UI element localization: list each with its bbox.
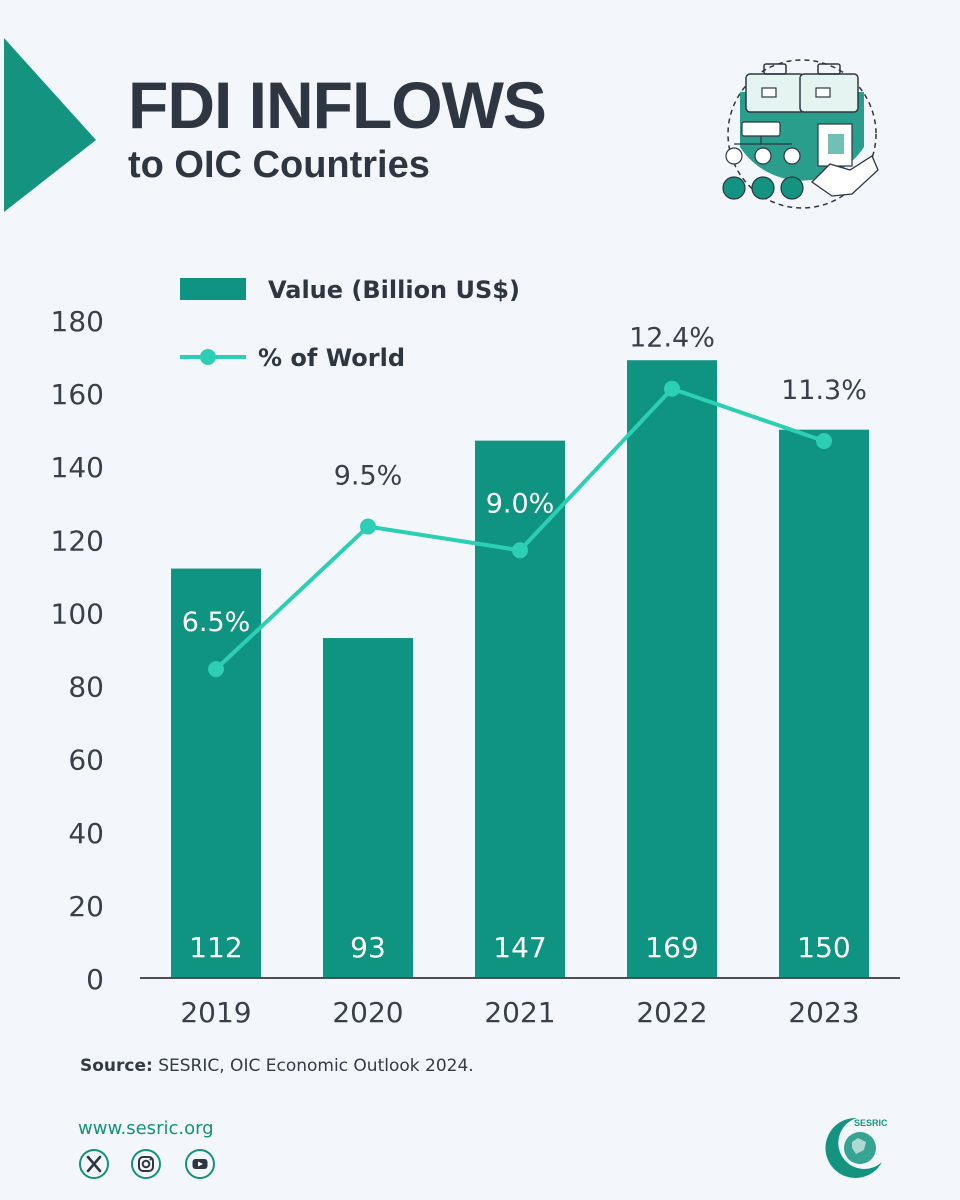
x-tick-label: 2020 bbox=[332, 996, 403, 1029]
bar-2019 bbox=[171, 568, 261, 978]
website-link[interactable]: www.sesric.org bbox=[78, 1118, 214, 1139]
bar-value-label: 93 bbox=[350, 931, 386, 964]
bar-2020 bbox=[323, 638, 413, 978]
x-tick-label: 2021 bbox=[484, 996, 555, 1029]
bar-value-label: 147 bbox=[493, 931, 546, 964]
percent-point-2020 bbox=[360, 518, 376, 535]
sesric-logo: SESRIC bbox=[825, 1117, 888, 1178]
percent-point-2019 bbox=[208, 661, 224, 678]
y-tick-label: 120 bbox=[51, 524, 104, 557]
y-tick-label: 100 bbox=[51, 597, 104, 630]
x-tick-label: 2022 bbox=[636, 996, 707, 1029]
instagram-icon[interactable] bbox=[130, 1148, 162, 1180]
percent-label: 9.5% bbox=[334, 461, 403, 492]
x-tick-label: 2019 bbox=[180, 996, 251, 1029]
source-label: Source: bbox=[80, 1056, 153, 1076]
percent-point-2023 bbox=[816, 432, 832, 449]
bar-value-label: 112 bbox=[189, 931, 242, 964]
bar-value-label: 169 bbox=[645, 931, 698, 964]
y-tick-label: 0 bbox=[86, 963, 104, 996]
bar-2023 bbox=[779, 429, 869, 979]
y-tick-label: 160 bbox=[51, 378, 104, 411]
legend-line-marker bbox=[200, 349, 216, 365]
y-tick-label: 80 bbox=[68, 671, 104, 704]
x-tick-label: 2023 bbox=[788, 996, 859, 1029]
page-title: FDI INFLOWS bbox=[128, 68, 547, 142]
percent-label: 6.5% bbox=[182, 607, 251, 638]
legend-bar-swatch bbox=[180, 278, 246, 300]
y-tick-label: 40 bbox=[68, 817, 104, 850]
decorative-triangle bbox=[4, 38, 96, 212]
bar-2022 bbox=[627, 360, 717, 978]
page-subtitle: to OIC Countries bbox=[128, 144, 430, 186]
bar-value-label: 150 bbox=[797, 931, 850, 964]
percent-label: 11.3% bbox=[781, 375, 867, 406]
source-note: Source: SESRIC, OIC Economic Outlook 202… bbox=[80, 1056, 474, 1076]
y-tick-label: 60 bbox=[68, 744, 104, 777]
y-tick-label: 20 bbox=[68, 890, 104, 923]
y-tick-label: 140 bbox=[51, 451, 104, 484]
legend-line-label: % of World bbox=[258, 344, 405, 372]
sesric-logo-text: SESRIC bbox=[854, 1118, 888, 1128]
youtube-icon[interactable] bbox=[184, 1148, 216, 1180]
legend-bar-label: Value (Billion US$) bbox=[268, 276, 520, 304]
percent-label: 9.0% bbox=[486, 488, 555, 519]
investment-illustration-icon bbox=[722, 59, 879, 209]
bar-2021 bbox=[475, 440, 565, 979]
fdi-chart: 0 20 40 60 80 100 120 140 160 180 112 2019 93 2020 147… bbox=[51, 276, 900, 1029]
x-icon[interactable] bbox=[78, 1148, 110, 1180]
percent-label: 12.4% bbox=[629, 323, 715, 354]
percent-point-2021 bbox=[512, 542, 528, 559]
y-tick-label: 180 bbox=[51, 305, 104, 338]
source-text: SESRIC, OIC Economic Outlook 2024. bbox=[152, 1056, 474, 1076]
percent-point-2022 bbox=[664, 380, 680, 397]
